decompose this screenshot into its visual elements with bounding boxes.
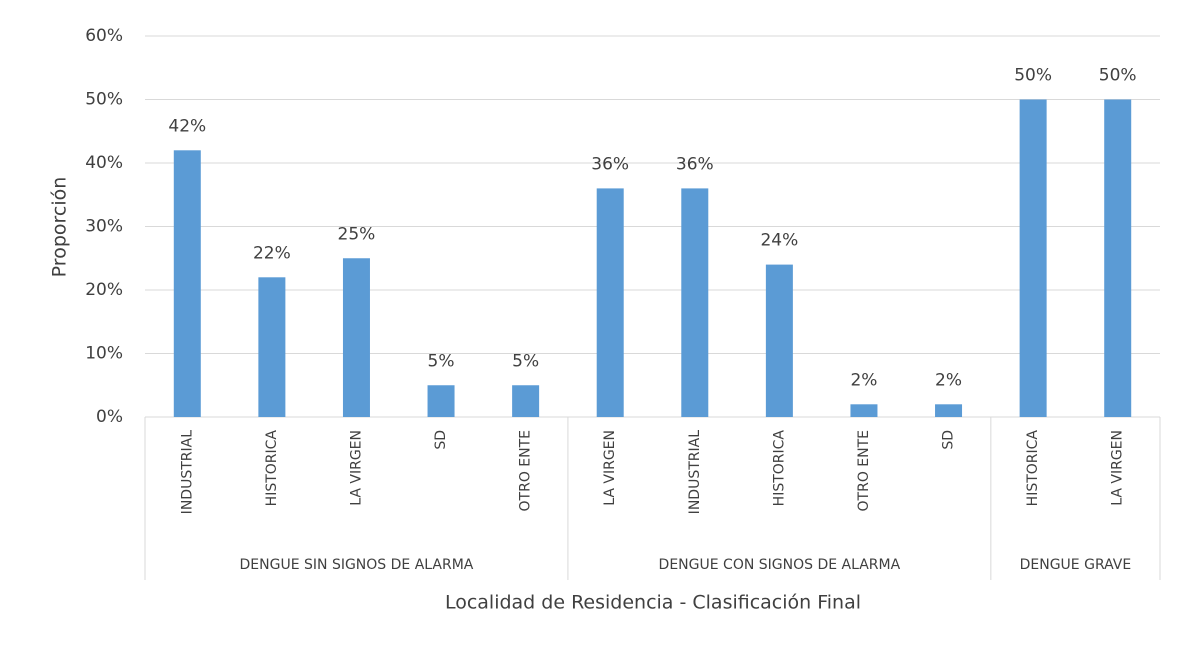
bar xyxy=(935,404,963,417)
data-label: 42% xyxy=(168,116,206,136)
data-label: 25% xyxy=(338,224,376,244)
x-tick-label: LA VIRGEN xyxy=(602,430,618,506)
data-label: 36% xyxy=(591,154,629,174)
x-tick-label: INDUSTRIAL xyxy=(687,430,703,515)
bar xyxy=(427,385,455,417)
y-tick-label: 0% xyxy=(96,407,123,427)
y-tick-label: 20% xyxy=(85,280,123,300)
bar xyxy=(342,258,370,417)
y-tick-label: 60% xyxy=(85,26,123,46)
group-label: DENGUE CON SIGNOS DE ALARMA xyxy=(659,557,901,573)
data-label: 2% xyxy=(935,370,962,390)
data-label: 24% xyxy=(760,231,798,251)
bar xyxy=(173,150,201,418)
bar xyxy=(765,264,793,417)
x-tick-label: OTRO ENTE xyxy=(518,430,534,511)
data-label: 50% xyxy=(1099,66,1137,86)
x-tick-label: LA VIRGEN xyxy=(1110,430,1126,506)
x-tick-label: LA VIRGEN xyxy=(348,430,364,506)
y-tick-label: 40% xyxy=(85,153,123,173)
x-tick-label: HISTORICA xyxy=(1025,430,1041,507)
x-tick-label: SD xyxy=(433,430,449,450)
data-label: 22% xyxy=(253,243,291,263)
data-label: 5% xyxy=(512,351,539,371)
data-label: 50% xyxy=(1014,66,1052,86)
data-label: 36% xyxy=(676,154,714,174)
bar xyxy=(1104,99,1132,417)
x-tick-label: HISTORICA xyxy=(771,430,787,507)
y-tick-label: 10% xyxy=(85,344,123,364)
bar xyxy=(1019,99,1047,417)
y-axis-title: Proporción xyxy=(49,177,71,278)
y-tick-label: 50% xyxy=(85,90,123,110)
bar xyxy=(850,404,878,417)
group-label: DENGUE GRAVE xyxy=(1020,557,1132,573)
y-tick-label: 30% xyxy=(85,217,123,237)
x-tick-label: SD xyxy=(941,430,957,450)
bar xyxy=(512,385,540,417)
bar xyxy=(258,277,286,417)
bar xyxy=(596,188,624,417)
x-tick-label: INDUSTRIAL xyxy=(179,430,195,515)
x-tick-label: HISTORICA xyxy=(264,430,280,507)
x-tick-label: OTRO ENTE xyxy=(856,430,872,511)
bar xyxy=(681,188,709,417)
group-label: DENGUE SIN SIGNOS DE ALARMA xyxy=(240,557,474,573)
data-label: 2% xyxy=(850,370,877,390)
data-label: 5% xyxy=(428,351,455,371)
x-axis-title: Localidad de Residencia - Clasificación … xyxy=(445,592,861,614)
